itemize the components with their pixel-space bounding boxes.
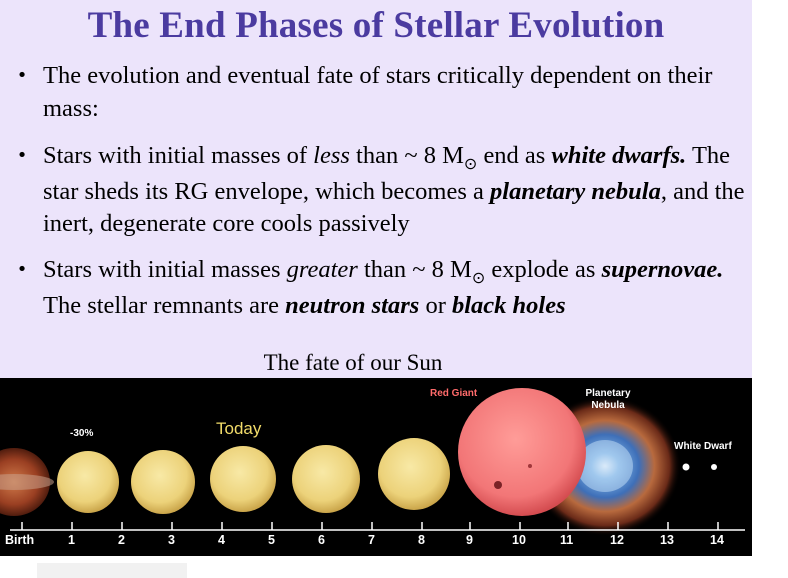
bullet-white-dwarfs: • Stars with initial masses of less than… <box>12 140 752 241</box>
label-planetary-nebula: Planetary Nebula <box>585 388 631 411</box>
solar-symbol: ⊙ <box>463 156 478 173</box>
white-dwarf-1 <box>682 463 690 471</box>
tick-label: 11 <box>560 533 574 547</box>
tick-label: 1 <box>68 533 75 547</box>
tick-label: 5 <box>268 533 275 547</box>
sun-fate-timeline: -30% Today Red Giant Planetary Nebula Wh… <box>0 378 752 556</box>
label-white-dwarf: White Dwarf <box>674 441 732 452</box>
sun-stage-1 <box>57 451 119 513</box>
bullet-dot: • <box>16 259 28 280</box>
solar-symbol: ⊙ <box>471 270 486 287</box>
bullet-supernovae: • Stars with initial masses greater than… <box>12 254 752 322</box>
bullet-mass-dependence: • The evolution and eventual fate of sta… <box>12 60 752 125</box>
tick-label: 7 <box>368 533 375 547</box>
bullet-text: Stars with initial masses greater than ~… <box>43 256 724 319</box>
tick-label: 4 <box>218 533 225 547</box>
slide: The End Phases of Stellar Evolution • Th… <box>0 0 752 556</box>
sun-stage-4 <box>292 445 360 513</box>
white-dwarf-2 <box>711 464 717 470</box>
label-today: Today <box>216 419 262 438</box>
tick-label: 8 <box>418 533 425 547</box>
label-red-giant: Red Giant <box>430 388 478 399</box>
bullet-text: Stars with initial masses of less than ~… <box>43 142 745 237</box>
tick-label: 6 <box>318 533 325 547</box>
tick-label: 3 <box>168 533 175 547</box>
tick-label: 14 <box>710 533 724 547</box>
tick-label: 2 <box>118 533 125 547</box>
bullet-dot: • <box>16 65 28 86</box>
tick-label-birth: Birth <box>5 533 35 547</box>
sun-stage-5 <box>378 438 450 510</box>
bullet-dot: • <box>16 145 28 166</box>
tick-label: 10 <box>512 533 526 547</box>
sun-stage-2 <box>131 450 195 514</box>
sun-stage-today <box>210 446 276 512</box>
bullet-text: The evolution and eventual fate of stars… <box>43 62 713 122</box>
player-control-bar[interactable] <box>37 563 187 578</box>
figure-caption: The fate of our Sun <box>263 350 443 375</box>
slide-title: The End Phases of Stellar Evolution <box>87 5 665 46</box>
tick-label: 12 <box>610 533 624 547</box>
timeline-illustration <box>0 388 745 536</box>
axis-ticks <box>21 522 719 530</box>
tick-label: 13 <box>660 533 674 547</box>
label-minus-30: -30% <box>70 428 94 439</box>
tick-label: 9 <box>466 533 473 547</box>
red-giant <box>458 388 586 516</box>
